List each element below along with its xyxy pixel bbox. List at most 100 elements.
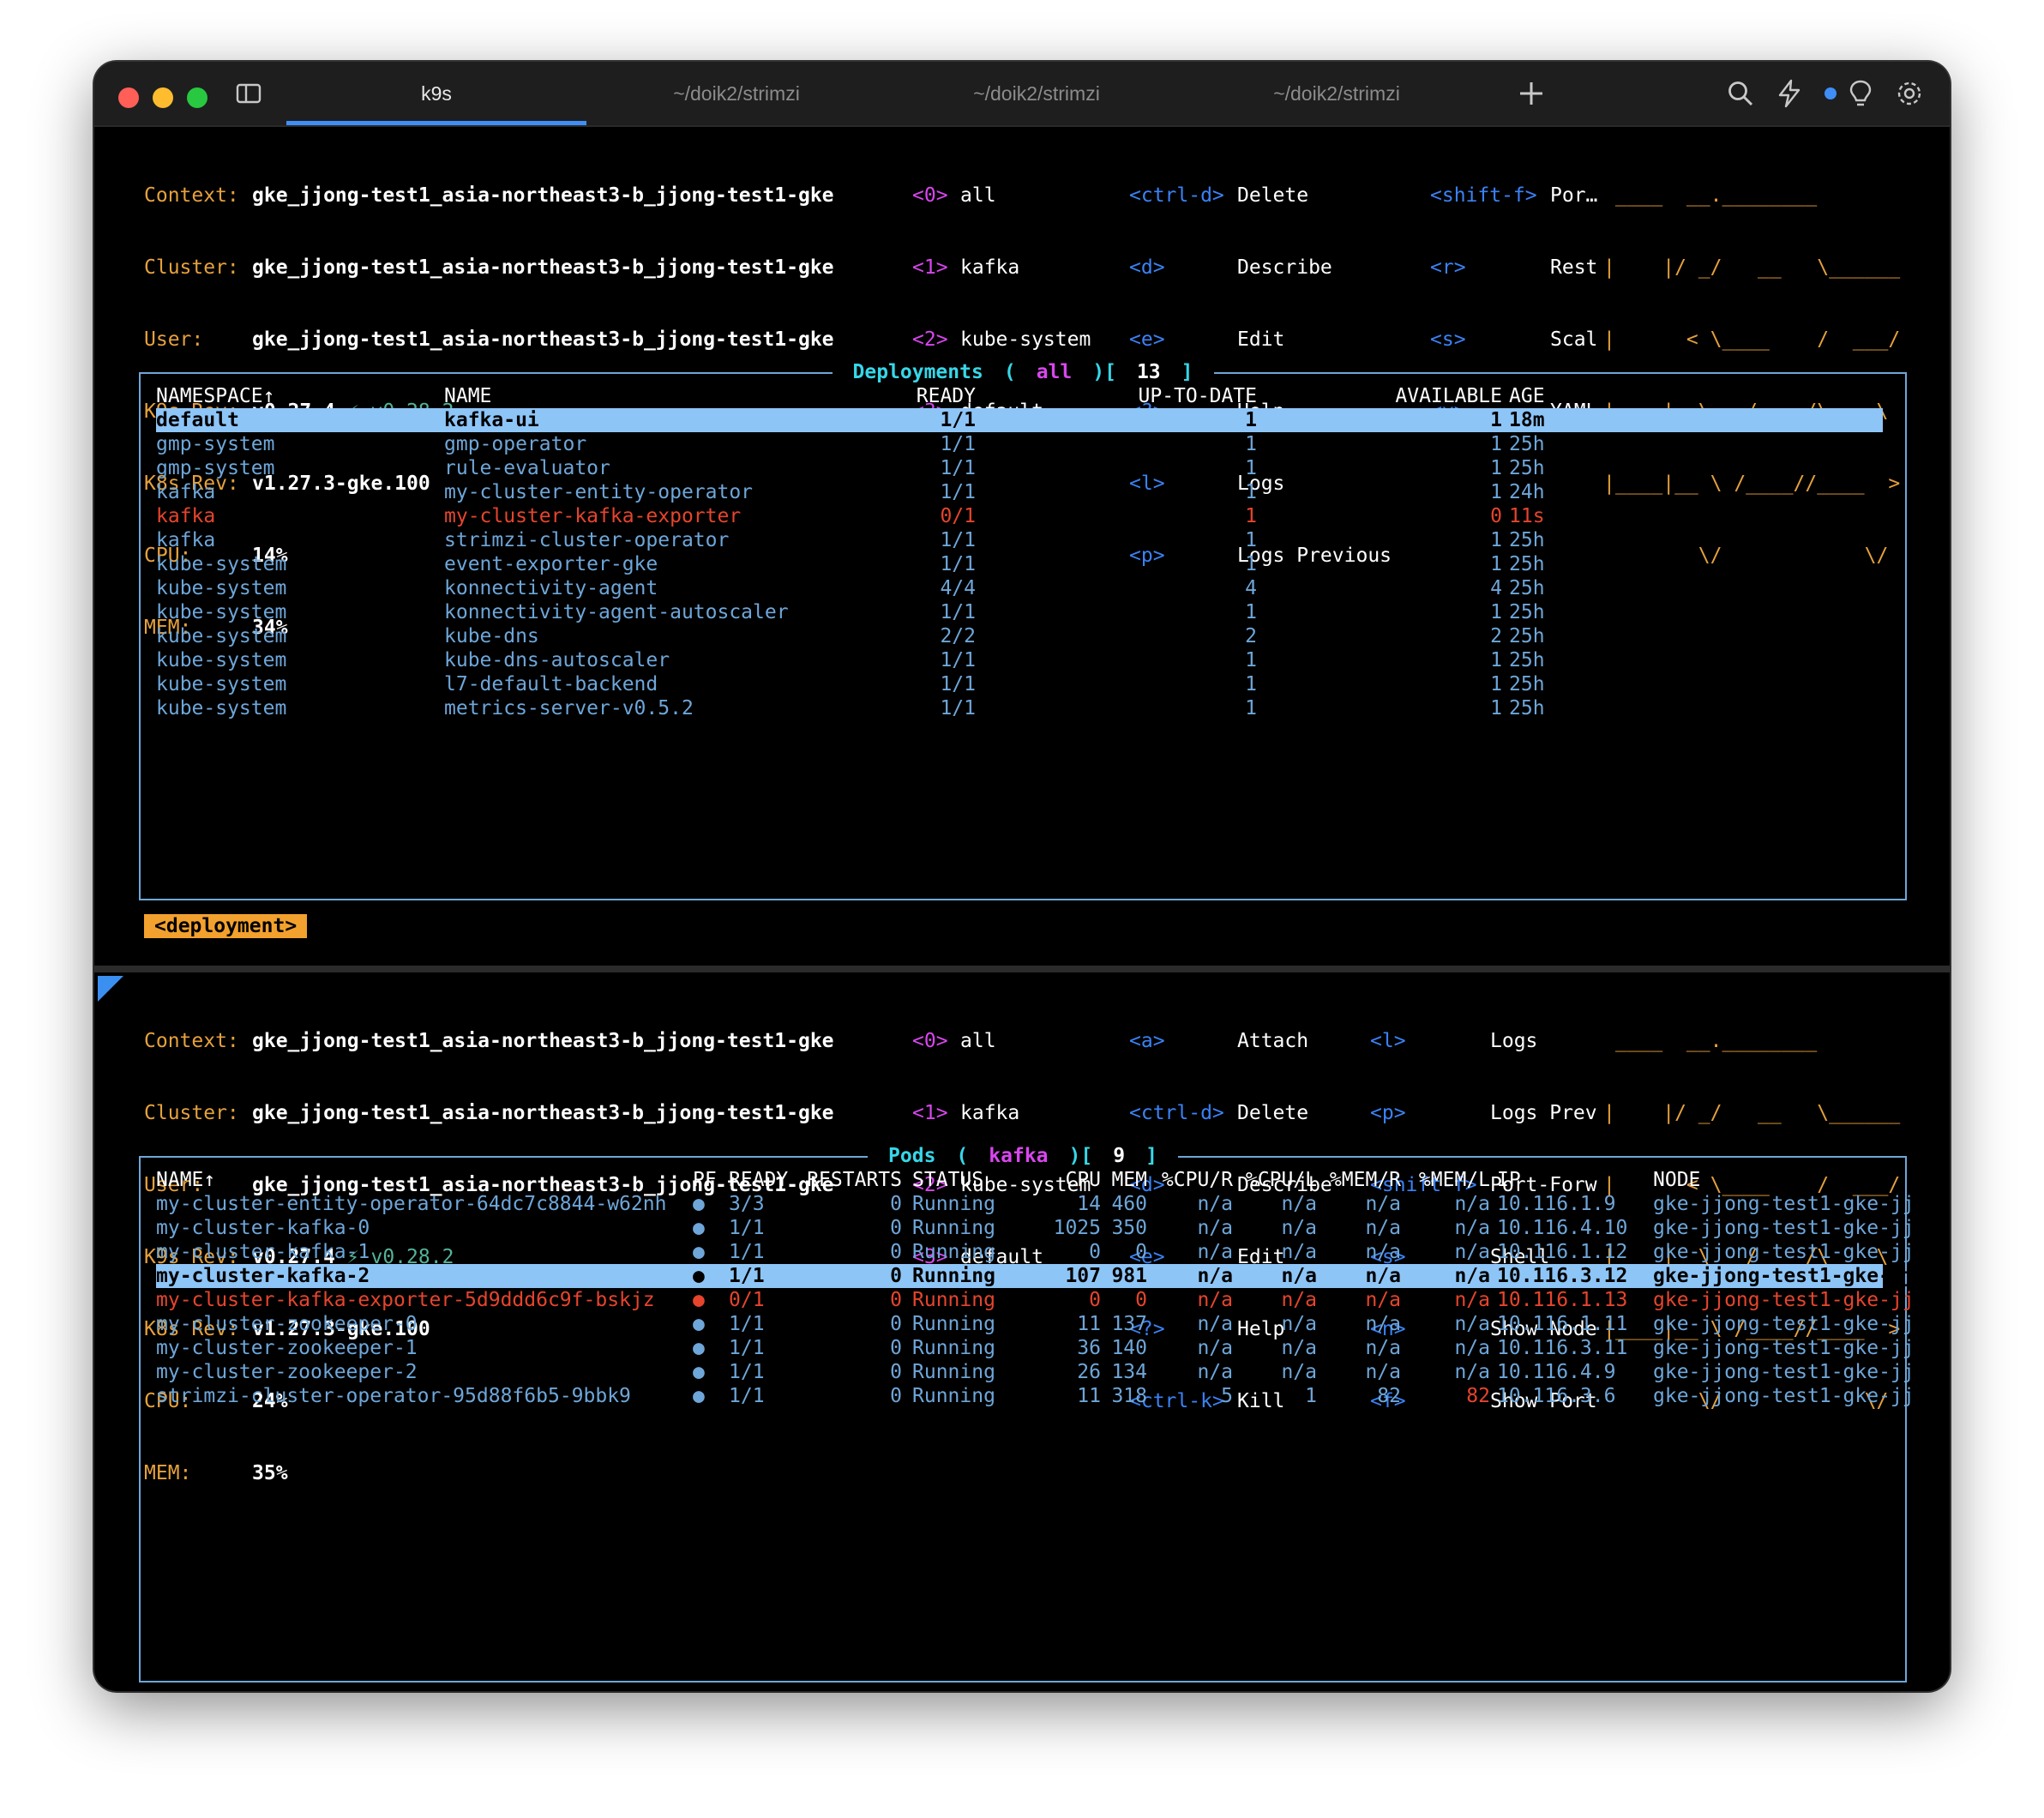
sidebar-icon[interactable] — [236, 62, 262, 129]
cell-node: gke-jjong-test1-gke-jj — [1653, 1193, 1915, 1215]
info-key: Cluster: — [144, 1102, 239, 1124]
tab-strimzi-3[interactable]: ~/doik2/strimzi — [1187, 62, 1487, 125]
cell-uptodate: 1 — [1245, 649, 1257, 671]
shortcut-item[interactable]: <p> Logs Prev — [1370, 1101, 1597, 1125]
shortcut-label: Describe — [1237, 1174, 1332, 1196]
shortcut-key: <n> — [1370, 1318, 1406, 1340]
shortcut-item[interactable]: <s> Scal — [1430, 328, 1597, 352]
shortcut-item[interactable]: <?> Help — [1129, 1317, 1332, 1341]
table-row[interactable]: gmp-system gmp-operator 1/1 1 1 25h — [156, 432, 1883, 456]
shortcut-item[interactable]: <r> Rest — [1430, 256, 1597, 280]
table-row[interactable]: my-cluster-entity-operator-64dc7c8844-w6… — [156, 1192, 1915, 1216]
table-row[interactable]: kube-system kube-dns 2/2 2 2 25h — [156, 624, 1883, 648]
table-row[interactable]: kube-system event-exporter-gke 1/1 1 1 25h — [156, 552, 1883, 576]
table-row[interactable]: my-cluster-zookeeper-0 ● 1/1 0 Running 11 137 n… — [156, 1312, 1915, 1336]
cell-ns: kafka — [156, 481, 216, 503]
table-row[interactable]: kafka my-cluster-entity-operator 1/1 1 1 24h — [156, 480, 1883, 504]
cell-name: konnectivity-agent-autoscaler — [444, 601, 789, 623]
table-row[interactable]: my-cluster-kafka-exporter-5d9ddd6c9f-bsk… — [156, 1288, 1915, 1312]
shortcut-item[interactable]: <ctrl-d> Delete — [1129, 1101, 1332, 1125]
minimize-window-button[interactable] — [153, 87, 173, 108]
table-row[interactable]: my-cluster-kafka-0 ● 1/1 0 Running 1025 350 n/a… — [156, 1216, 1915, 1240]
shortcut-item[interactable]: <2> kube-system — [912, 328, 1091, 352]
cell-ready: 1/1 — [940, 553, 976, 575]
table-row[interactable]: kube-system konnectivity-agent 4/4 4 4 25h — [156, 576, 1883, 600]
tab-k9s[interactable]: k9s — [286, 62, 586, 125]
table-row[interactable]: kube-system metrics-server-v0.5.2 1/1 1 1 25h — [156, 696, 1883, 720]
cell-name: my-cluster-kafka-exporter — [444, 505, 742, 527]
table-row[interactable]: gmp-system rule-evaluator 1/1 1 1 25h — [156, 456, 1883, 480]
top-pane[interactable]: Context: gke_jjong-test1_asia-northeast3-… — [94, 127, 1950, 967]
cell-pf: ● — [693, 1241, 705, 1263]
lightbulb-icon[interactable] — [1849, 62, 1873, 132]
shortcut-item[interactable]: <f> Show Port — [1370, 1389, 1597, 1413]
gear-icon[interactable] — [1895, 62, 1924, 132]
cell-cpu: 107 — [1065, 1265, 1101, 1287]
close-window-button[interactable] — [118, 87, 139, 108]
table-row[interactable]: my-cluster-kafka-2 ● 1/1 0 Running 107 981 n/a n… — [156, 1264, 1915, 1288]
breadcrumb-item[interactable]: <deployment> — [144, 914, 308, 938]
cell-name: l7-default-backend — [444, 673, 658, 695]
cell-memr: n/a — [1365, 1193, 1401, 1215]
shortcut-item[interactable]: <0> all — [912, 184, 1091, 208]
cell-pf: ● — [693, 1313, 705, 1335]
cell-name: my-cluster-kafka-exporter-5d9ddd6c9f-bsk… — [156, 1289, 655, 1311]
cell-ready: 0/1 — [940, 505, 976, 527]
plus-icon[interactable] — [1518, 62, 1545, 131]
table-row[interactable]: kafka strimzi-cluster-operator 1/1 1 1 25h — [156, 528, 1883, 552]
table-row[interactable]: kafka my-cluster-kafka-exporter 0/1 1 0 11s — [156, 504, 1883, 528]
shortcut-label: Edit — [1237, 328, 1285, 351]
table-row[interactable]: kube-system kube-dns-autoscaler 1/1 1 1 25h — [156, 648, 1883, 672]
shortcut-item[interactable]: <1> kafka — [912, 1101, 1091, 1125]
terminal-window: k9s ~/doik2/strimzi ~/doik2/strimzi ~/do… — [94, 62, 1950, 1691]
search-icon[interactable] — [1727, 62, 1754, 131]
cell-restarts: 0 — [890, 1217, 902, 1239]
shortcut-item[interactable]: <shift-f> Por… — [1430, 184, 1597, 208]
shortcut-item[interactable]: <0> all — [912, 1029, 1091, 1053]
cell-available: 2 — [1490, 625, 1502, 647]
zoom-window-button[interactable] — [187, 87, 207, 108]
bottom-pane[interactable]: Context: gke_jjong-test1_asia-northeast3-… — [94, 972, 1950, 1691]
table-row[interactable]: my-cluster-zookeeper-2 ● 1/1 0 Running 26 134 n… — [156, 1360, 1915, 1384]
shortcut-item[interactable]: <2> kube-system — [912, 1173, 1091, 1197]
deployments-table-frame[interactable]: Deployments(all)[13] NAMESPACE↑ NAME READY… — [139, 361, 1907, 900]
shortcut-item[interactable]: <p> Logs Previous — [1129, 544, 1392, 568]
shortcut-item[interactable]: <e> Edit — [1129, 328, 1392, 352]
shortcut-label: kafka — [960, 256, 1020, 279]
cell-ready: 1/1 — [729, 1385, 765, 1407]
tab-strimzi-2[interactable]: ~/doik2/strimzi — [887, 62, 1187, 125]
table-row[interactable]: kube-system l7-default-backend 1/1 1 1 25h — [156, 672, 1883, 696]
cell-ns: kube-system — [156, 649, 287, 671]
shortcut-item[interactable]: <1> kafka — [912, 256, 1091, 280]
shortcut-item[interactable]: <l> Logs — [1129, 472, 1392, 496]
pods-table-frame[interactable]: Pods(kafka)[9] NAME↑ PF READY RESTARTS STATU… — [139, 1145, 1915, 1683]
table-header-row[interactable]: NAME↑ PF READY RESTARTS STATUS CPU MEM %CPU/R %C… — [156, 1168, 1883, 1192]
cell-ready: 1/1 — [940, 697, 976, 719]
shortcut-item[interactable]: <shift-f> Port-Forw — [1370, 1173, 1597, 1197]
shortcut-item[interactable]: <d> Describe — [1129, 256, 1392, 280]
shortcut-label: Rest — [1550, 256, 1598, 279]
tab-strimzi-1[interactable]: ~/doik2/strimzi — [586, 62, 887, 125]
shortcut-item[interactable]: <n> Show Node — [1370, 1317, 1597, 1341]
table-header-row[interactable]: NAMESPACE↑ NAME READY UP-TO-DATE AVAILABLE AG… — [156, 384, 1883, 408]
pane-divider[interactable] — [94, 966, 1950, 972]
shortcut-key: <p> — [1370, 1102, 1406, 1124]
cell-status: Running — [912, 1361, 995, 1383]
table-row[interactable]: my-cluster-kafka-1 ● 1/1 0 Running 0 0 n/a n/a n/… — [156, 1240, 1915, 1264]
cell-name: strimzi-cluster-operator — [444, 529, 730, 551]
bolt-icon[interactable] — [1776, 62, 1802, 132]
info-key: MEM: — [144, 1462, 192, 1484]
shortcut-item[interactable]: <ctrl-d> Delete — [1129, 184, 1392, 208]
shortcut-key: <2> — [912, 328, 948, 351]
logo-line: |____|__ \ /____//____ > — [1603, 473, 1901, 495]
shortcut-item[interactable]: <l> Logs — [1370, 1029, 1597, 1053]
shortcut-label: Logs Prev — [1490, 1102, 1597, 1124]
shortcut-item[interactable]: <ctrl-k> Kill — [1129, 1389, 1332, 1413]
table-row[interactable]: strimzi-cluster-operator-95d88f6b5-9bbk9… — [156, 1384, 1915, 1408]
table-row[interactable]: my-cluster-zookeeper-1 ● 1/1 0 Running 36 140 n… — [156, 1336, 1915, 1360]
shortcut-item[interactable]: <a> Attach — [1129, 1029, 1332, 1053]
table-row[interactable]: default kafka-ui 1/1 1 1 18m — [156, 408, 1883, 432]
shortcut-item[interactable]: <d> Describe — [1129, 1173, 1332, 1197]
cluster-info: Context: gke_jjong-test1_asia-northeast3-… — [144, 135, 834, 688]
table-row[interactable]: kube-system konnectivity-agent-autoscaler… — [156, 600, 1883, 624]
